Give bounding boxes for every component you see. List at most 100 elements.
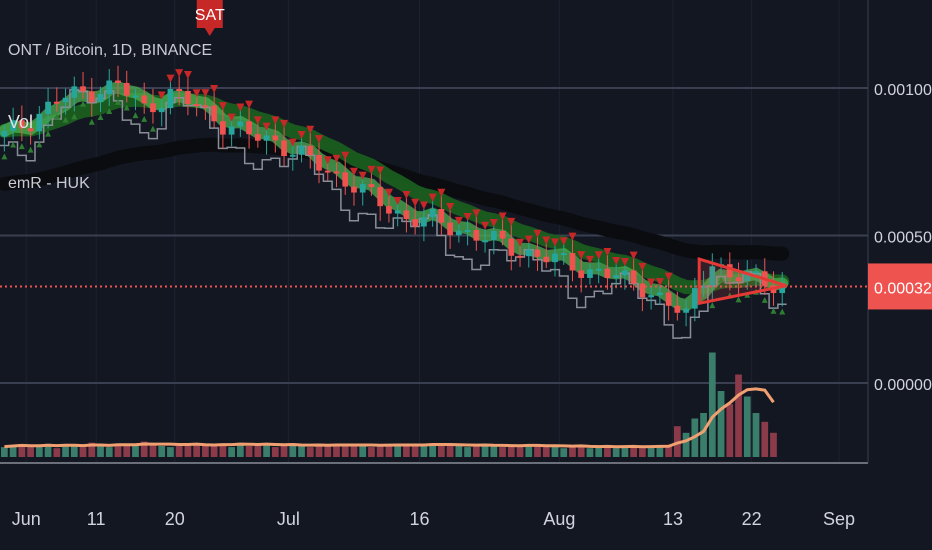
candle-body	[604, 268, 611, 278]
volume-bar	[586, 448, 594, 457]
chart-annotations: SAT	[195, 0, 788, 306]
sell-marker	[559, 237, 568, 246]
candle-body	[464, 230, 471, 233]
sell-marker	[577, 251, 586, 260]
legend-vol: Vol	[8, 112, 34, 132]
sell-marker	[629, 251, 638, 260]
candle-body	[351, 186, 357, 193]
candle-body	[578, 270, 585, 278]
candle-body	[97, 94, 104, 103]
volume-bar	[438, 446, 445, 457]
candle-body	[657, 292, 663, 296]
sell-marker	[647, 278, 656, 287]
volume-bar	[411, 444, 419, 457]
sell-marker	[568, 232, 577, 241]
time-tick-label: Jun	[12, 509, 41, 529]
volume-bar	[481, 444, 489, 457]
candle-body	[202, 105, 209, 108]
volume-bar	[35, 446, 43, 457]
candle-body	[482, 240, 488, 243]
candlestick-series	[1, 65, 786, 327]
candle-body	[569, 253, 576, 271]
candle-body	[333, 171, 340, 174]
volume-bar	[193, 443, 201, 457]
candle-body	[193, 104, 200, 107]
volume-bar	[236, 442, 244, 457]
candle-body	[228, 126, 235, 135]
volume-bar	[455, 446, 463, 457]
candle-body	[281, 140, 287, 157]
volume-bar	[88, 442, 96, 457]
candle-body	[377, 187, 384, 207]
volume-bar	[770, 432, 777, 457]
sell-marker	[612, 257, 621, 266]
sell-marker	[236, 103, 245, 112]
candle-body	[622, 270, 628, 276]
time-tick-label: 13	[663, 509, 683, 529]
chart-grid	[0, 0, 869, 464]
candle-body	[639, 283, 646, 298]
candle-body	[447, 222, 453, 236]
buy-marker	[62, 116, 69, 123]
candle-body	[490, 231, 497, 241]
volume-bar	[210, 444, 218, 457]
sat-signal-pointer	[204, 28, 215, 36]
volume-bar	[123, 444, 131, 457]
candle-body	[744, 271, 751, 282]
buy-marker	[114, 98, 121, 105]
volume-bar	[735, 374, 742, 457]
candle-body	[543, 256, 550, 263]
sell-marker	[384, 188, 393, 197]
candle-body	[141, 95, 148, 104]
sell-marker	[428, 193, 437, 202]
candle-body	[394, 210, 401, 214]
candle-body	[10, 120, 16, 131]
sell-marker	[454, 216, 463, 225]
volume-bar	[18, 444, 26, 457]
candle-body	[386, 206, 392, 214]
buy-marker	[80, 100, 87, 107]
candle-body	[307, 145, 314, 155]
volume-bar	[490, 446, 498, 457]
sat-signal-label: SAT	[195, 7, 225, 24]
volume-bar	[306, 447, 314, 457]
buy-marker	[770, 307, 777, 314]
volume-bar	[27, 447, 34, 457]
time-tick-label: 20	[165, 509, 185, 529]
buy-marker	[36, 141, 43, 148]
volume-bar	[158, 446, 166, 457]
buy-marker	[53, 113, 60, 120]
sell-marker	[192, 89, 201, 98]
candle-body	[36, 113, 43, 132]
sell-marker	[664, 272, 673, 281]
candle-body	[80, 86, 86, 92]
volume-bar	[376, 446, 384, 457]
volume-bar	[446, 444, 454, 457]
volume-bar	[604, 446, 611, 457]
candle-body	[508, 238, 515, 256]
candle-body	[53, 101, 60, 104]
volume-bar	[70, 446, 78, 457]
volume-bar	[472, 446, 480, 457]
candle-body	[158, 108, 165, 113]
buy-marker	[718, 276, 725, 283]
legend-emr-huk: emR - HUK	[8, 175, 90, 192]
buy-marker	[132, 112, 139, 119]
buy-marker	[761, 296, 768, 303]
sell-marker	[280, 119, 289, 128]
volume-bar	[656, 446, 664, 457]
volume-bar	[403, 446, 410, 457]
buy-marker	[123, 104, 130, 111]
sell-marker	[376, 166, 385, 175]
candle-body	[613, 275, 620, 278]
candle-body	[552, 253, 558, 263]
triangle-pattern	[697, 257, 788, 306]
sell-marker	[655, 278, 664, 287]
volume-bar	[324, 446, 332, 457]
candle-body	[403, 210, 410, 220]
volume-bar	[1, 447, 8, 457]
volume-bar	[245, 446, 253, 457]
candle-body	[123, 82, 130, 96]
volume-bar	[708, 352, 716, 457]
